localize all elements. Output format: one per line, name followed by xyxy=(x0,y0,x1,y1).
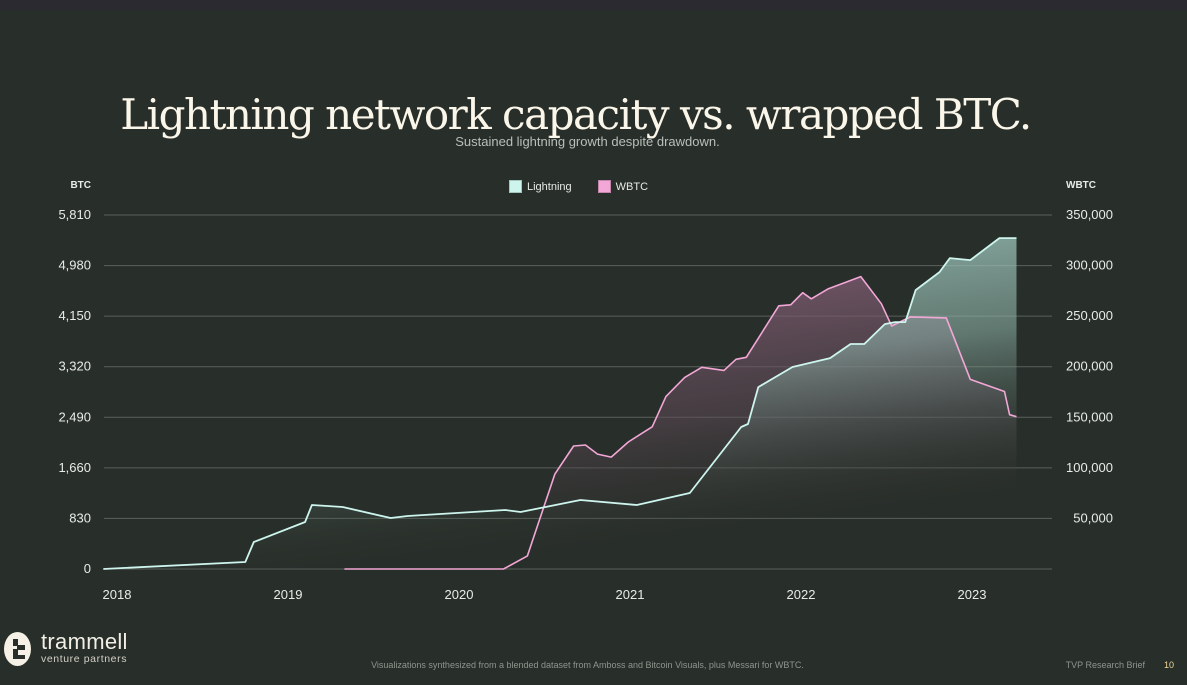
logo-tagline: venture partners xyxy=(41,653,128,665)
page-title: Lightning network capacity vs. wrapped B… xyxy=(120,90,1032,140)
x-axis-tick: 2021 xyxy=(616,587,645,602)
chart-legend: Lightning WBTC xyxy=(509,180,674,193)
x-axis: 2018 2019 2020 2021 2022 2023 xyxy=(103,587,987,602)
right-axis-tick: 150,000 xyxy=(1066,409,1113,424)
right-axis-tick: 100,000 xyxy=(1066,460,1113,475)
wbtc-line xyxy=(344,275,1017,570)
page-subtitle: Sustained lightning growth despite drawd… xyxy=(455,134,720,149)
company-logo[interactable]: trammell venture partners xyxy=(4,629,128,666)
series-lines xyxy=(103,237,1017,570)
left-axis: BTC 0 830 1,660 2,490 3,320 4,150 4,980 5,810 xyxy=(58,180,91,576)
left-axis-tick: 830 xyxy=(69,510,91,525)
right-axis-title: WBTC xyxy=(1066,180,1096,191)
right-axis-tick: 50,000 xyxy=(1073,510,1113,525)
window-top-bar xyxy=(0,0,1187,10)
left-axis-tick: 3,320 xyxy=(58,359,91,374)
right-axis-tick: 250,000 xyxy=(1066,308,1113,323)
right-axis-tick: 350,000 xyxy=(1066,207,1113,222)
series-areas xyxy=(103,238,1017,569)
legend-label-lightning: Lightning xyxy=(527,180,572,193)
page-number: 10 xyxy=(1163,660,1174,670)
x-axis-tick: 2019 xyxy=(274,587,303,602)
lightning-area xyxy=(103,238,1017,569)
x-axis-tick: 2018 xyxy=(103,587,132,602)
source-footnote: Visualizations synthesized from a blende… xyxy=(371,660,804,670)
left-axis-tick: 1,660 xyxy=(58,460,91,475)
x-axis-tick: 2022 xyxy=(787,587,816,602)
left-axis-tick: 4,150 xyxy=(58,308,91,323)
left-axis-tick: 4,980 xyxy=(58,258,91,273)
right-axis-tick: 300,000 xyxy=(1066,258,1113,273)
legend-item-lightning[interactable]: Lightning xyxy=(509,180,572,193)
brief-label: TVP Research Brief xyxy=(1065,660,1145,670)
left-axis-tick: 2,490 xyxy=(58,409,91,424)
left-axis-tick: 5,810 xyxy=(58,207,91,222)
x-axis-tick: 2023 xyxy=(958,587,987,602)
legend-swatch-wbtc xyxy=(597,180,611,193)
legend-item-wbtc[interactable]: WBTC xyxy=(597,180,649,193)
left-axis-title: BTC xyxy=(70,180,91,191)
trammell-logo-icon xyxy=(4,632,31,666)
legend-label-wbtc: WBTC xyxy=(615,180,649,193)
left-axis-tick: 0 xyxy=(84,561,91,576)
x-axis-tick: 2020 xyxy=(445,587,474,602)
logo-name: trammell xyxy=(41,629,128,654)
right-axis: WBTC 50,000 100,000 150,000 200,000 250,000 3… xyxy=(1066,180,1113,525)
right-axis-tick: 200,000 xyxy=(1066,359,1113,374)
lightning-line xyxy=(103,237,1017,570)
legend-swatch-lightning xyxy=(509,180,522,193)
